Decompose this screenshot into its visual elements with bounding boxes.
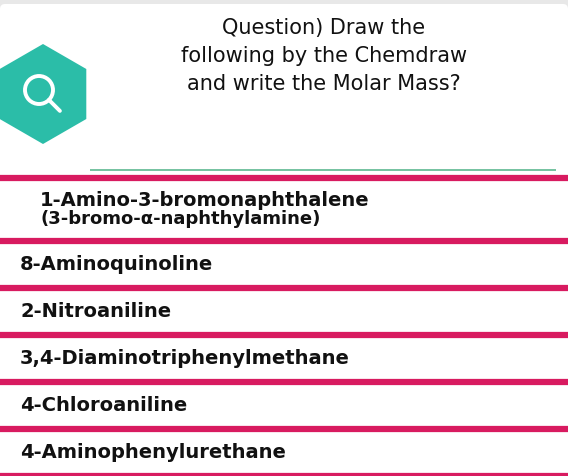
Text: 3,4-Diaminotriphenylmethane: 3,4-Diaminotriphenylmethane [20, 349, 350, 368]
Text: 8-Aminoquinoline: 8-Aminoquinoline [20, 255, 213, 274]
Text: 4-Aminophenylurethane: 4-Aminophenylurethane [20, 443, 286, 462]
Text: 4-Chloroaniline: 4-Chloroaniline [20, 396, 187, 415]
Bar [0, 176, 568, 476]
Text: (3-bromo-α-naphthylamine): (3-bromo-α-naphthylamine) [40, 210, 320, 228]
Text: and write the Molar Mass?: and write the Molar Mass? [187, 74, 461, 94]
Text: following by the Chemdraw: following by the Chemdraw [181, 46, 467, 66]
Text: 2-Nitroaniline: 2-Nitroaniline [20, 302, 171, 321]
Polygon shape [0, 44, 86, 144]
FancyBboxPatch shape [0, 4, 568, 187]
Text: 1-Amino-3-bromonaphthalene: 1-Amino-3-bromonaphthalene [40, 191, 370, 209]
Text: Question) Draw the: Question) Draw the [223, 18, 425, 38]
